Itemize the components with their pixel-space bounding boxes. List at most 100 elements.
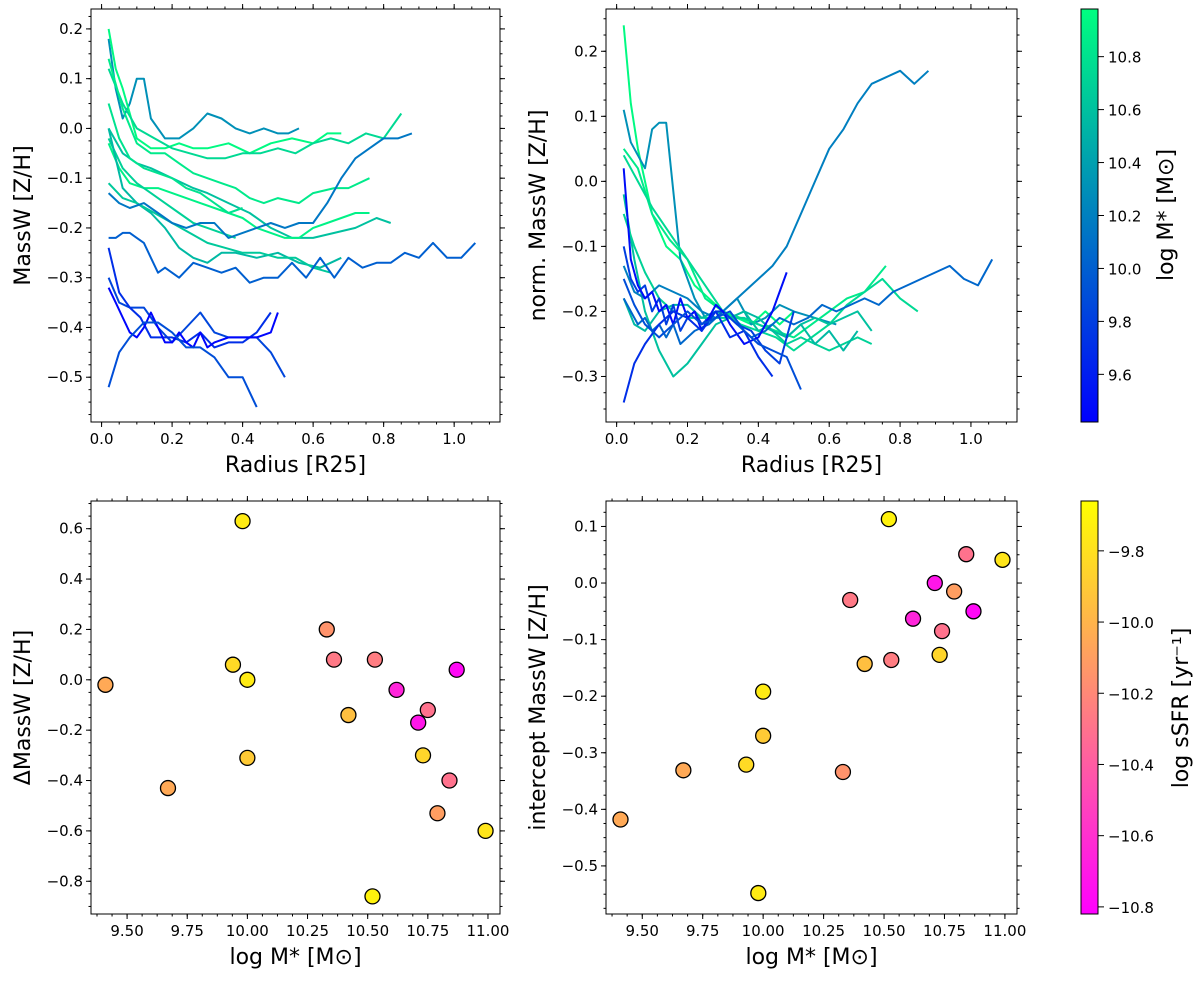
panel-top-left: 0.0 0.2 0.4 0.6 0.8 1.0 −0.5 −0.4 −0.3 −0.2 −0.1 0.… xyxy=(11,4,505,478)
y-tick-label: −0.2 xyxy=(47,219,83,237)
galaxy-point-10 xyxy=(880,510,898,528)
colorbar-ssfr-frame xyxy=(1080,500,1099,915)
colorbar-ssfr-gradient xyxy=(1081,501,1098,914)
galaxy-point-5 xyxy=(754,683,772,700)
colorbar-tick-label: 10.0 xyxy=(1108,260,1141,278)
x-tick-label: 0.6 xyxy=(301,430,325,448)
galaxy-point-3 xyxy=(738,756,755,773)
x-tick-label: 9.75 xyxy=(686,922,719,940)
galaxy-point-15 xyxy=(419,701,436,719)
profile-line-13 xyxy=(107,277,286,378)
profile-line-7 xyxy=(622,298,859,352)
y-tick-label: −0.3 xyxy=(47,269,83,287)
galaxy-point-19 xyxy=(477,822,494,840)
galaxy-point-13 xyxy=(410,714,427,731)
y-tick-label: 0.6 xyxy=(59,520,83,538)
colorbar-tick-label: −10.0 xyxy=(1108,614,1154,632)
x-tick-label: 0.2 xyxy=(676,430,700,448)
y-tick-label: 0.0 xyxy=(574,172,598,190)
profile-line-4 xyxy=(622,154,919,352)
colorbar-tick-label: −10.6 xyxy=(1108,828,1154,846)
y-tick-label: −0.4 xyxy=(47,772,83,790)
profile-line-5 xyxy=(107,127,392,239)
y-tick-label: −0.1 xyxy=(47,169,83,187)
galaxy-point-12 xyxy=(388,681,405,699)
colorbar-tick-label: 10.4 xyxy=(1108,155,1141,173)
profile-line-14 xyxy=(107,247,272,349)
plot-area xyxy=(612,510,1011,902)
x-tick-label: 10.75 xyxy=(923,922,966,940)
y-tick-label: 0.0 xyxy=(574,574,598,592)
galaxy-point-1 xyxy=(612,811,629,828)
profile-line-2 xyxy=(107,28,342,155)
x-tick-label: 11.00 xyxy=(466,922,509,940)
galaxy-point-14 xyxy=(931,646,948,664)
galaxy-point-2 xyxy=(675,762,692,779)
colorbar-mass: 9.6 9.8 10.0 10.2 10.4 10.6 10.8 log M* [M⊙] xyxy=(1080,8,1179,423)
colorbar-tick-label: −9.8 xyxy=(1108,543,1144,561)
y-axis-label: ΔMassW [Z/H] xyxy=(11,630,36,785)
y-tick-label: 0.0 xyxy=(59,119,83,137)
axes-frame xyxy=(605,8,1018,423)
galaxy-point-9 xyxy=(340,706,357,724)
colorbar-tick-label: 10.2 xyxy=(1108,208,1141,226)
galaxy-point-19 xyxy=(994,551,1011,568)
y-axis-label: norm. MassW [Z/H] xyxy=(526,110,551,322)
galaxy-point-17 xyxy=(958,546,975,563)
galaxy-point-9 xyxy=(856,655,873,673)
x-tick-label: 10.00 xyxy=(742,922,785,940)
y-tick-label: 0.4 xyxy=(59,570,83,588)
y-tick-label: −0.1 xyxy=(562,237,598,255)
profile-line-7 xyxy=(107,103,243,214)
colorbar-ssfr-label: log sSFR [yr⁻¹] xyxy=(1169,628,1194,789)
y-tick-label: −0.6 xyxy=(47,822,83,840)
colorbar-tick-label: −10.4 xyxy=(1108,756,1154,774)
y-tick-label: 0.1 xyxy=(574,517,598,535)
x-axis-label: Radius [R25] xyxy=(741,453,882,478)
profile-line-10 xyxy=(622,246,795,365)
profile-line-8 xyxy=(622,69,930,319)
plot-area xyxy=(107,28,477,408)
x-tick-label: 10.25 xyxy=(802,922,845,940)
y-tick-label: 0.1 xyxy=(59,70,83,88)
y-tick-label: −0.2 xyxy=(562,302,598,320)
galaxy-point-8 xyxy=(842,591,859,609)
y-tick-label: −0.2 xyxy=(47,721,83,739)
x-tick-label: 0.0 xyxy=(90,430,114,448)
x-tick-label: 0.0 xyxy=(605,430,629,448)
axes-frame xyxy=(605,500,1018,915)
galaxy-point-7 xyxy=(318,621,335,638)
galaxy-point-15 xyxy=(933,622,951,640)
galaxy-point-2 xyxy=(159,779,177,797)
panel-top-right: 0.0 0.2 0.4 0.6 0.8 1.0 −0.3 −0.2 −0.1 0.0 0.1 0.2 R… xyxy=(526,4,1022,478)
x-tick-label: 0.8 xyxy=(372,430,396,448)
x-tick-label: 0.8 xyxy=(888,430,912,448)
axes-frame xyxy=(90,500,501,915)
colorbar-tick-label: 10.6 xyxy=(1108,102,1141,120)
galaxy-point-1 xyxy=(97,676,114,693)
panel-bottom-left: 9.50 9.75 10.00 10.25 10.50 10.75 11.00 −0.8 −0.… xyxy=(11,496,509,970)
x-tick-label: 1.0 xyxy=(442,430,466,448)
x-tick-label: 10.50 xyxy=(346,922,389,940)
colorbar-tick-label: −10.8 xyxy=(1108,899,1154,917)
colorbar-tick-label: −10.2 xyxy=(1108,685,1154,703)
galaxy-point-3 xyxy=(224,656,242,673)
colorbar-ssfr: −10.8 −10.6 −10.4 −10.2 −10.0 −9.8 log sSFR [… xyxy=(1080,500,1194,917)
y-axis-label: MassW [Z/H] xyxy=(11,145,36,285)
galaxy-point-4 xyxy=(234,512,251,530)
x-tick-label: 0.6 xyxy=(817,430,841,448)
plot-area xyxy=(622,25,994,403)
y-tick-label: 0.0 xyxy=(59,671,83,689)
colorbar-tick-label: 10.8 xyxy=(1108,49,1141,67)
y-tick-label: −0.3 xyxy=(562,744,598,762)
x-axis-label: log M* [M⊙] xyxy=(229,945,361,970)
x-axis-label: log M* [M⊙] xyxy=(745,945,877,970)
profile-line-11 xyxy=(107,132,413,239)
galaxy-point-7 xyxy=(834,763,852,781)
y-tick-label: −0.1 xyxy=(562,631,598,649)
panel-bottom-right: 9.50 9.75 10.00 10.25 10.50 10.75 11.00 −0.5 −0.… xyxy=(526,496,1026,970)
colorbar-mass-label: log M* [M⊙] xyxy=(1154,149,1179,281)
colorbar-tick-label: 9.8 xyxy=(1108,313,1132,331)
y-tick-label: −0.3 xyxy=(562,367,598,385)
